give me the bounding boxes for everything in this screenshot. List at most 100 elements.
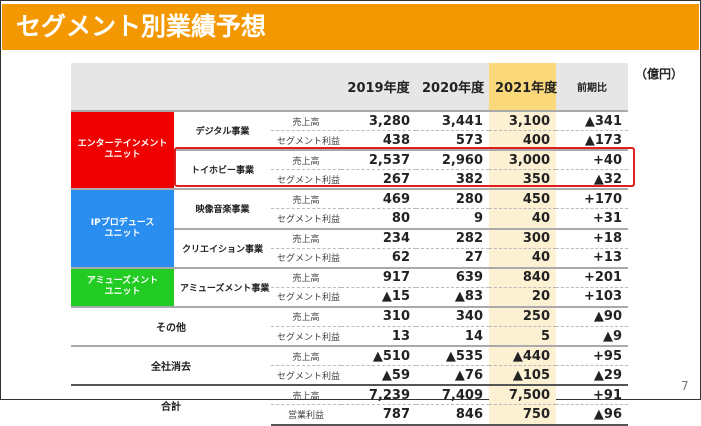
- table-row: セグメント利益 80 9 40 +31: [71, 208, 628, 229]
- value-2019: 234: [341, 227, 416, 249]
- value-yoy: +170: [556, 188, 628, 209]
- metric-label: 売上高: [271, 266, 341, 288]
- category-name: 全社消去: [71, 345, 271, 386]
- unit-group: アミューズメント ユニット: [71, 266, 174, 307]
- value-2021: 350: [489, 169, 556, 190]
- value-2019: 438: [341, 130, 416, 151]
- table-row: アミューズメント ユニット アミューズメント事業 売上高 917 639 840 +201: [71, 266, 628, 307]
- value-2019: ▲15: [341, 286, 416, 307]
- metric-label: セグメント利益: [271, 326, 341, 347]
- metric-label: 売上高: [271, 227, 341, 249]
- value-2019: 2,537: [341, 149, 416, 170]
- metric-label: 売上高: [271, 110, 341, 131]
- table-row: エンターテインメント ユニット デジタル事業 売上高 3,280 3,441 3,100 ▲…: [71, 109, 628, 190]
- value-2020: 639: [416, 266, 489, 288]
- value-2019: 62: [341, 247, 416, 268]
- metric-label: セグメント利益: [271, 208, 341, 229]
- value-yoy: +201: [556, 266, 628, 288]
- value-2020: 2,960: [416, 149, 489, 170]
- value-2019: 310: [341, 305, 416, 327]
- value-2020: 382: [416, 169, 489, 190]
- value-yoy: +91: [556, 384, 628, 405]
- value-2020: 3,441: [416, 110, 489, 131]
- value-yoy: +40: [556, 149, 628, 170]
- table-row: セグメント利益 62 27 40 +13: [71, 247, 628, 268]
- table-row: IPプロデュース ユニット 映像音楽事業 売上高 469 280 450 +170: [71, 188, 628, 268]
- segment-forecast-table: 2019年度 2020年度 2021年度 前期比 エンターテインメント ユニット…: [71, 63, 628, 426]
- value-2020: ▲83: [416, 286, 489, 307]
- value-2021: 3,100: [489, 110, 556, 131]
- value-2019: ▲59: [341, 365, 416, 386]
- value-yoy: ▲32: [556, 169, 628, 190]
- metric-label: 売上高: [271, 345, 341, 366]
- unit-label: （億円）: [635, 67, 684, 81]
- metric-label: 売上高: [271, 188, 341, 209]
- value-2021: 5: [489, 326, 556, 347]
- value-yoy: +18: [556, 227, 628, 249]
- value-2020: 573: [416, 130, 489, 151]
- value-2021: 400: [489, 130, 556, 151]
- category-name: 合計: [71, 384, 271, 425]
- table-row: セグメント利益 ▲15 ▲83 20 +103: [71, 286, 628, 307]
- header-yoy: 前期比: [556, 63, 628, 111]
- business-name: アミューズメント事業: [174, 266, 271, 307]
- value-2019: 3,280: [341, 110, 416, 131]
- value-2021: 750: [489, 404, 556, 426]
- value-yoy: ▲90: [556, 305, 628, 327]
- category-name: その他: [71, 305, 271, 347]
- business-name: 映像音楽事業: [174, 188, 271, 229]
- value-2021: 300: [489, 227, 556, 249]
- metric-label: 営業利益: [271, 404, 341, 426]
- value-2019: ▲510: [341, 345, 416, 366]
- business-name: クリエイション事業: [174, 227, 271, 268]
- value-2021: 250: [489, 305, 556, 327]
- table-row: セグメント利益 13 14 5 ▲9: [71, 326, 628, 347]
- value-2020: 280: [416, 188, 489, 209]
- value-2020: 27: [416, 247, 489, 268]
- business-name: トイホビー事業: [174, 149, 271, 190]
- table-row: セグメント利益 ▲59 ▲76 ▲105 ▲29: [71, 365, 628, 386]
- value-yoy: +103: [556, 286, 628, 307]
- value-2021: 7,500: [489, 384, 556, 405]
- metric-label: セグメント利益: [271, 130, 341, 151]
- value-yoy: ▲173: [556, 130, 628, 151]
- table-row: セグメント利益 267 382 350 ▲32: [71, 169, 628, 190]
- metric-label: セグメント利益: [271, 247, 341, 268]
- table-row: 合計 売上高 7,239 7,409 7,500 +91: [71, 384, 628, 425]
- value-2020: 340: [416, 305, 489, 327]
- value-2021: 40: [489, 247, 556, 268]
- value-2021: 40: [489, 208, 556, 229]
- metric-label: 売上高: [271, 305, 341, 327]
- metric-label: 売上高: [271, 149, 341, 170]
- value-yoy: ▲9: [556, 326, 628, 347]
- header-2021: 2021年度: [489, 63, 557, 111]
- value-2019: 80: [341, 208, 416, 229]
- value-2021: ▲105: [489, 365, 556, 386]
- highlight-box-toy-hobby: [174, 147, 635, 187]
- metric-label: セグメント利益: [271, 169, 341, 190]
- header-2020: 2020年度: [416, 63, 489, 111]
- value-2020: ▲76: [416, 365, 489, 386]
- value-2019: 469: [341, 188, 416, 209]
- value-yoy: ▲96: [556, 404, 628, 426]
- value-2021: ▲440: [489, 345, 556, 366]
- value-2021: 450: [489, 188, 556, 209]
- value-2020: 14: [416, 326, 489, 347]
- value-2020: ▲535: [416, 345, 489, 366]
- value-2019: 917: [341, 266, 416, 288]
- value-yoy: ▲29: [556, 365, 628, 386]
- value-yoy: +13: [556, 247, 628, 268]
- table-row: クリエイション事業 売上高 234 282 300 +18: [71, 227, 628, 268]
- metric-label: セグメント利益: [271, 365, 341, 386]
- value-2019: 267: [341, 169, 416, 190]
- value-yoy: +95: [556, 345, 628, 366]
- value-yoy: +31: [556, 208, 628, 229]
- unit-group: IPプロデュース ユニット: [71, 188, 174, 268]
- table-row: 全社消去 売上高 ▲510 ▲535 ▲440 +95: [71, 345, 628, 386]
- value-2021: 3,000: [489, 149, 556, 170]
- table-row: セグメント利益 438 573 400 ▲173: [71, 130, 628, 151]
- page-title: セグメント別業績予想: [2, 4, 699, 50]
- metric-label: セグメント利益: [271, 286, 341, 307]
- value-2020: 7,409: [416, 384, 489, 405]
- page-number: 7: [681, 379, 689, 393]
